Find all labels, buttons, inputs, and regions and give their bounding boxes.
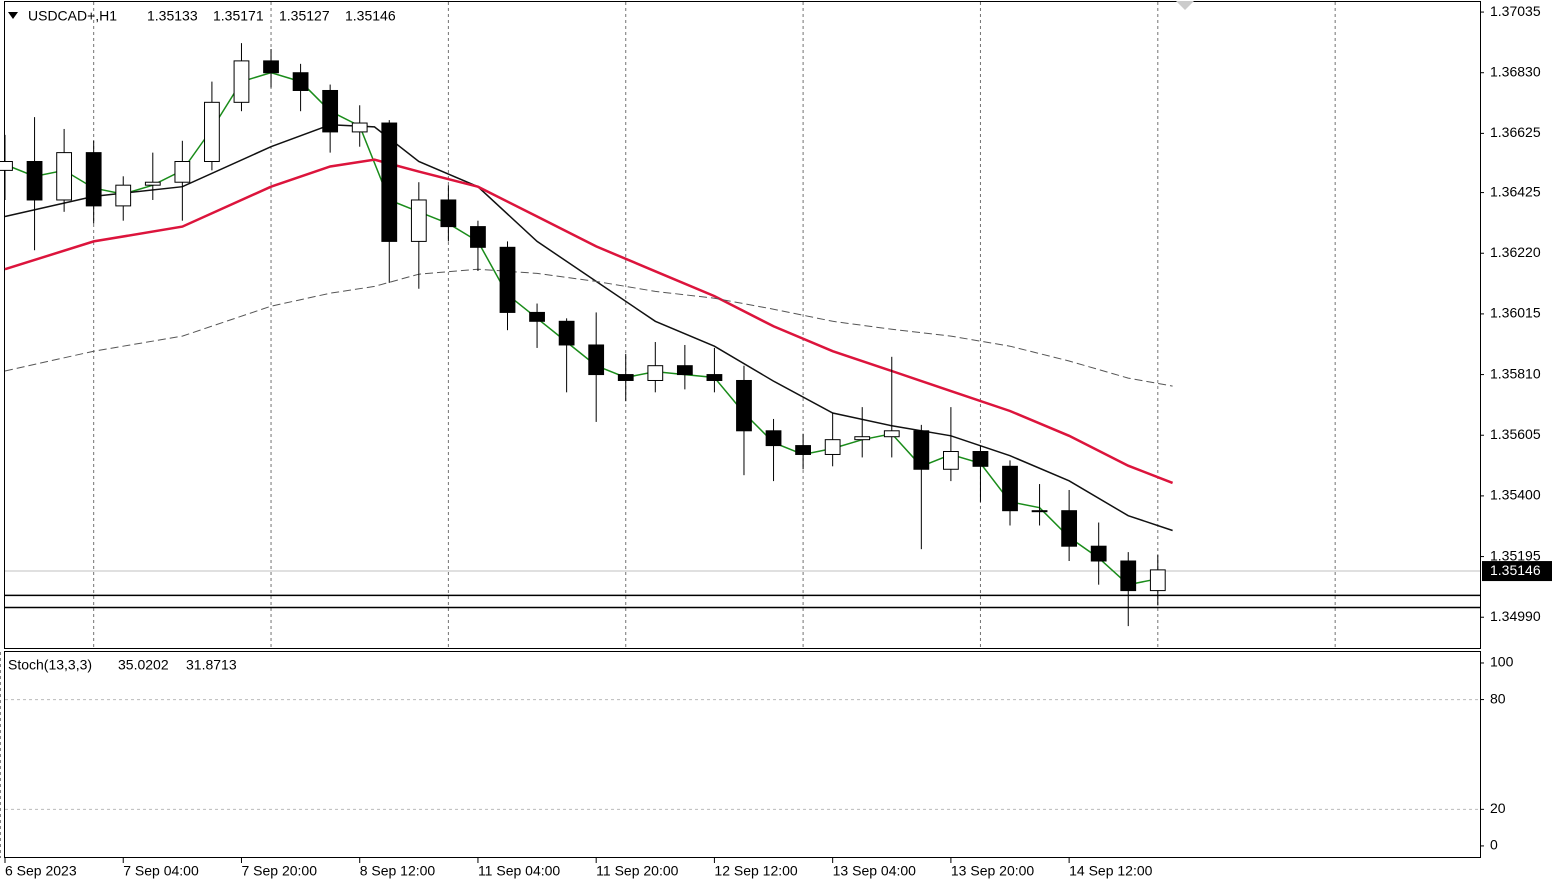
moving-average	[4, 71, 1158, 586]
candle-body	[736, 379, 752, 432]
candle-body	[351, 122, 368, 133]
candle-body	[292, 72, 309, 91]
header-open: 1.35133	[147, 8, 198, 24]
candle-body	[854, 436, 871, 441]
y-tick-label: 1.36830	[1490, 63, 1541, 79]
x-tick-label: 6 Sep 2023	[5, 863, 77, 879]
candle-body	[1120, 560, 1137, 592]
candle-body	[410, 199, 427, 242]
last-price-box	[1482, 561, 1552, 582]
candle-body	[617, 374, 634, 381]
candle-body	[499, 246, 516, 313]
candle-body	[174, 161, 191, 183]
header-low: 1.35127	[279, 8, 330, 24]
stoch-d-value: 31.8713	[186, 657, 237, 673]
candle-body	[56, 152, 73, 201]
candle-body	[233, 60, 250, 103]
y-tick-label: 1.36015	[1490, 305, 1541, 321]
moving-average	[4, 268, 1173, 387]
candle-body	[470, 226, 486, 248]
x-tick-label: 7 Sep 20:00	[241, 863, 317, 879]
candle-body	[381, 122, 398, 242]
candle-body	[1002, 465, 1018, 512]
x-tick-label: 12 Sep 12:00	[714, 863, 798, 879]
stoch-panel: 100 80 20 0	[0, 652, 1514, 858]
candle-body	[85, 152, 102, 207]
stoch-k-value: 35.0202	[118, 657, 169, 673]
y-tick-label: 1.36425	[1490, 183, 1541, 199]
main-panel-frame	[4, 1, 1481, 649]
candle-body	[972, 451, 989, 467]
candle-body	[913, 430, 930, 470]
y-tick-label: 1.35605	[1490, 426, 1541, 442]
header-high: 1.35171	[213, 8, 264, 24]
candle-body	[647, 365, 664, 381]
candle-body	[795, 445, 811, 455]
candle-body	[1061, 510, 1078, 547]
candle-body	[706, 374, 723, 381]
moving-average	[4, 158, 1174, 485]
y-tick-label: 20	[1490, 800, 1506, 816]
candle-body	[588, 344, 605, 376]
y-tick-label: 0	[1490, 837, 1498, 853]
candle-body	[144, 181, 161, 186]
x-tick-label: 11 Sep 20:00	[596, 863, 678, 879]
candle-body	[943, 451, 959, 470]
candle-body	[26, 161, 43, 201]
header-close: 1.35146	[345, 8, 396, 24]
y-tick-label: 1.36220	[1490, 244, 1541, 260]
x-tick-label: 7 Sep 04:00	[123, 863, 199, 879]
y-tick-label: 1.35400	[1490, 487, 1541, 503]
candle-body	[765, 430, 782, 447]
candle-body	[883, 430, 900, 438]
x-tick-label: 13 Sep 20:00	[951, 863, 1035, 879]
candle-body	[1149, 569, 1166, 592]
y-tick-label: 1.35195	[1490, 547, 1541, 563]
symbol-title: USDCAD+,H1	[28, 8, 117, 24]
x-tick-label: 13 Sep 04:00	[833, 863, 917, 879]
x-tick-label: 11 Sep 04:00	[478, 863, 560, 879]
candle-body	[0, 161, 13, 171]
candle-body	[204, 101, 220, 163]
candle-body	[676, 365, 693, 376]
y-tick-label: 1.35810	[1490, 365, 1541, 381]
symbol-menu-arrow[interactable]	[8, 12, 18, 19]
x-tick-label: 14 Sep 12:00	[1069, 863, 1153, 879]
stoch-panel-frame	[4, 651, 1481, 858]
candle-body	[1090, 545, 1107, 562]
y-tick-label: 100	[1490, 654, 1514, 670]
candle-body	[322, 89, 339, 133]
moving-average	[4, 124, 1173, 532]
y-tick-label: 80	[1490, 690, 1506, 706]
candle-body	[824, 439, 841, 455]
candle-body	[440, 199, 457, 228]
candle-body	[529, 311, 545, 322]
candle-body	[1031, 510, 1048, 513]
stoch-title: Stoch(13,3,3)	[8, 657, 92, 673]
y-tick-label: 1.36625	[1490, 124, 1541, 140]
y-tick-label: 1.37035	[1490, 3, 1541, 19]
shift-marker	[1176, 1, 1194, 10]
candle-body	[263, 60, 279, 74]
last-price-label: 1.35146	[1490, 562, 1541, 578]
x-tick-label: 8 Sep 12:00	[360, 863, 436, 879]
candle-body	[558, 320, 575, 346]
main-panel: 1.37035 1.36830 1.36625 1.36425 1.36220 1.360…	[0, 2, 1552, 879]
candle-body	[115, 184, 132, 207]
y-tick-label: 1.34990	[1490, 608, 1541, 624]
